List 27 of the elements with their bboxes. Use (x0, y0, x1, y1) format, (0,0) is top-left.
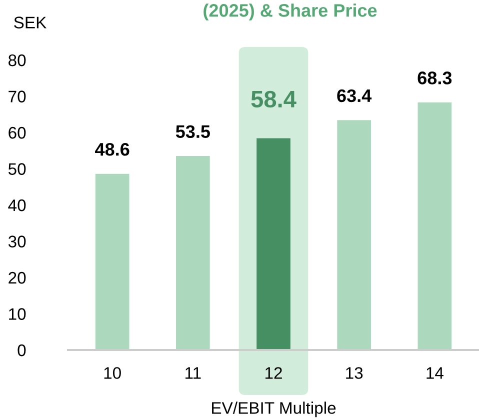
data-label: 53.5 (176, 125, 210, 138)
y-tick-label: 10 (9, 308, 26, 320)
x-tick-label: 13 (346, 367, 363, 379)
x-tick-label: 11 (186, 367, 201, 379)
y-tick-label: 20 (8, 272, 26, 284)
x-tick-label: 14 (426, 367, 444, 379)
x-axis-title: EV/EBIT Multiple (212, 402, 336, 418)
x-tick-label: 10 (104, 367, 121, 379)
y-tick-label: 50 (8, 163, 26, 175)
bar (256, 138, 290, 350)
data-label: 58.4 (251, 90, 296, 108)
data-label: 63.4 (337, 89, 372, 102)
y-tick-label: 80 (8, 54, 26, 66)
bar (176, 156, 210, 350)
bar (337, 120, 372, 350)
data-label: 68.3 (418, 72, 452, 84)
y-tick-label: 0 (18, 344, 26, 356)
bar (95, 174, 130, 350)
y-tick-label: 60 (8, 126, 26, 139)
bar (418, 102, 452, 350)
chart-title: (2025) & Share Price (204, 4, 377, 20)
y-axis-title: SEK (14, 16, 46, 28)
y-tick-label: 30 (8, 236, 26, 248)
y-tick-label: 40 (8, 199, 26, 212)
y-tick-label: 70 (8, 90, 26, 102)
data-label: 48.6 (95, 142, 130, 156)
x-tick-label: 12 (266, 367, 282, 379)
